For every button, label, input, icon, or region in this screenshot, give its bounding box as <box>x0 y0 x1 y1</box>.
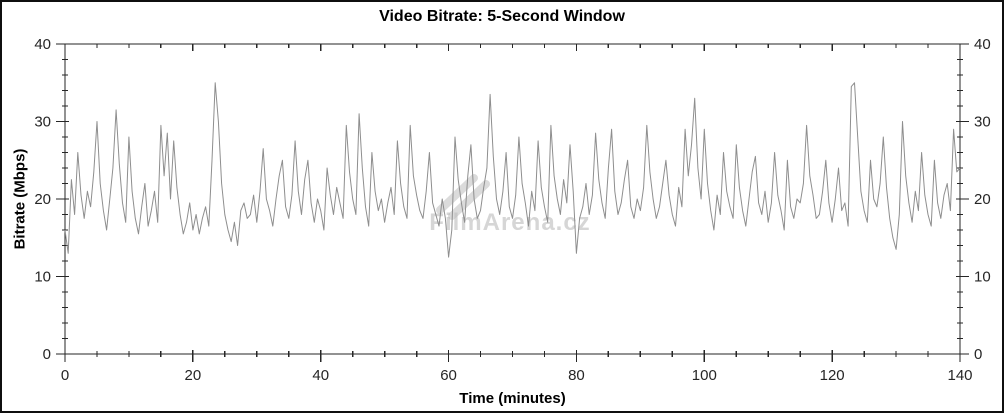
tick-label: 20 <box>34 191 51 208</box>
tick-label: 30 <box>34 114 51 131</box>
tick-label: 140 <box>947 367 972 384</box>
tick-label: 20 <box>185 367 202 384</box>
tick-label: 0 <box>43 346 51 363</box>
axis-ticks <box>56 43 969 362</box>
bitrate-line <box>64 82 961 258</box>
tick-label: 40 <box>974 36 991 53</box>
tick-label: 40 <box>34 36 51 53</box>
tick-label: 120 <box>820 367 845 384</box>
tick-label: 0 <box>61 367 69 384</box>
chart-title: Video Bitrate: 5-Second Window <box>379 8 625 25</box>
tick-label: 10 <box>34 269 51 286</box>
tick-label: 0 <box>974 346 982 363</box>
tick-label: 100 <box>692 367 717 384</box>
tick-label: 40 <box>312 367 329 384</box>
plot-border <box>64 43 961 355</box>
tick-label: 80 <box>568 367 585 384</box>
tick-label: 30 <box>974 114 991 131</box>
watermark-text: FilmArena.cz <box>429 209 590 236</box>
x-axis-label: Time (minutes) <box>459 390 566 407</box>
tick-label: 20 <box>974 191 991 208</box>
watermark: FilmArena.cz <box>429 174 590 236</box>
watermark-logo <box>436 174 490 220</box>
tick-label: 60 <box>440 367 457 384</box>
tick-label: 10 <box>974 269 991 286</box>
